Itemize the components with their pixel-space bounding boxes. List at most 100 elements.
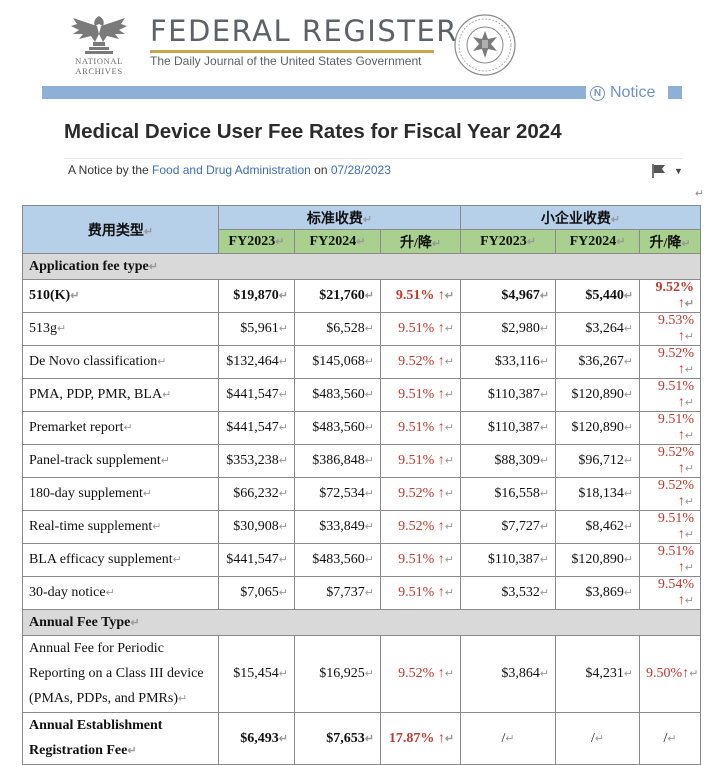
cell-sb-change: 9.52% ↑↵ bbox=[639, 345, 702, 379]
national-archives-logo: NATIONAL ARCHIVES bbox=[66, 12, 132, 76]
return-mark: ↵ bbox=[695, 188, 705, 200]
cell-sb-fy2024: $120,890↵ bbox=[555, 411, 641, 445]
cell-std-fy2023: $441,547↵ bbox=[218, 543, 295, 577]
cell-sb-change: 9.52% ↑↵ bbox=[639, 279, 702, 313]
byline-mid: on bbox=[310, 163, 331, 177]
cell-sb-change: 9.51% ↑↵ bbox=[639, 411, 702, 445]
eagle-icon bbox=[71, 16, 127, 54]
cell-std-change: 9.52% ↑↵ bbox=[379, 635, 462, 713]
cell-std-fy2024: $145,068↵ bbox=[294, 345, 381, 379]
cell-std-change: 9.51% ↑↵ bbox=[379, 279, 462, 313]
cell-sb-fy2023: $88,309↵ bbox=[460, 444, 557, 478]
archives-name-line2: ARCHIVES bbox=[75, 66, 123, 76]
cell-std-fy2023: $132,464↵ bbox=[218, 345, 295, 379]
flag-icon[interactable] bbox=[650, 163, 668, 179]
cell-sb-fy2024: /↵ bbox=[555, 712, 641, 765]
cell-sb-fy2023: $3,532↵ bbox=[460, 576, 557, 610]
document-byline: A Notice by the Food and Drug Administra… bbox=[68, 163, 391, 177]
cell-std-fy2024: $6,528↵ bbox=[294, 312, 381, 346]
std-fy2023-header: FY2023↵ bbox=[218, 229, 295, 254]
publication-date-link[interactable]: 07/28/2023 bbox=[330, 163, 391, 177]
archives-seal-icon bbox=[454, 14, 516, 76]
section-annual-fee: Annual Fee Type↵ bbox=[21, 609, 702, 636]
standard-fee-header: 标准收费↵ bbox=[217, 205, 462, 230]
cell-std-fy2024: $483,560↵ bbox=[294, 378, 381, 412]
agency-link[interactable]: Food and Drug Administration bbox=[152, 163, 311, 177]
section-application-fee: Application fee type↵ bbox=[21, 253, 702, 280]
document-title: Medical Device User Fee Rates for Fiscal… bbox=[64, 120, 562, 143]
archives-name-line1: NATIONAL bbox=[75, 56, 123, 66]
cell-sb-fy2023: $4,967↵ bbox=[460, 279, 557, 313]
cell-std-fy2023: $441,547↵ bbox=[218, 411, 295, 445]
sb-change-header: 升/降↵ bbox=[639, 229, 702, 254]
byline-prefix: A Notice by the bbox=[68, 163, 153, 177]
cell-sb-fy2024: $120,890↵ bbox=[555, 543, 641, 577]
cell-std-change: 9.52% ↑↵ bbox=[379, 345, 462, 379]
cell-sb-change: /↵ bbox=[639, 712, 702, 765]
cell-sb-change: 9.53% ↑↵ bbox=[639, 312, 702, 346]
cell-std-change: 9.51% ↑↵ bbox=[379, 444, 462, 478]
cell-sb-change: 9.52% ↑↵ bbox=[639, 477, 702, 511]
notice-badge[interactable]: N Notice bbox=[590, 84, 655, 102]
table-row-establishment: Annual Establishment Registration Fee↵ $… bbox=[22, 712, 702, 765]
title-divider bbox=[64, 158, 682, 159]
cell-sb-fy2024: $3,869↵ bbox=[555, 576, 641, 610]
cell-sb-change: 9.51% ↑↵ bbox=[639, 543, 702, 577]
share-dropdown-icon[interactable]: ▼ bbox=[674, 166, 683, 176]
cell-sb-fy2024: $120,890↵ bbox=[555, 378, 641, 412]
table-row: De Novo classification↵ $132,464↵ $145,068… bbox=[22, 345, 702, 379]
notice-band-end bbox=[668, 86, 682, 99]
cell-sb-fy2024: $18,134↵ bbox=[555, 477, 641, 511]
cell-std-change: 9.51% ↑↵ bbox=[379, 543, 462, 577]
cell-fee-name: 180-day supplement↵ bbox=[22, 477, 219, 511]
cell-std-fy2023: $7,065↵ bbox=[218, 576, 295, 610]
cell-sb-fy2023: $7,727↵ bbox=[460, 510, 557, 544]
table-row: 513g↵ $5,961↵ $6,528↵ 9.51% ↑↵ $2,980↵ $3,264… bbox=[22, 312, 702, 346]
table-row: Real-time supplement↵ $30,908↵ $33,849↵ 9.5… bbox=[22, 510, 702, 544]
cell-std-change: 9.51% ↑↵ bbox=[379, 411, 462, 445]
cell-std-fy2023: $66,232↵ bbox=[218, 477, 295, 511]
cell-sb-change: 9.51% ↑↵ bbox=[639, 510, 702, 544]
cell-sb-fy2023: $110,387↵ bbox=[460, 411, 557, 445]
cell-std-fy2024: $386,848↵ bbox=[294, 444, 381, 478]
table-row: PMA, PDP, PMR, BLA↵ $441,547↵ $483,560↵ 9.5… bbox=[22, 378, 702, 412]
cell-sb-fy2024: $5,440↵ bbox=[555, 279, 641, 313]
cell-sb-change: 9.51% ↑↵ bbox=[639, 378, 702, 412]
cell-std-fy2024: $483,560↵ bbox=[294, 411, 381, 445]
sb-fy2024-header: FY2024↵ bbox=[555, 229, 641, 254]
table-row: BLA efficacy supplement↵ $441,547↵ $483,56… bbox=[22, 543, 702, 577]
notice-label: Notice bbox=[610, 84, 656, 101]
notice-band bbox=[42, 86, 586, 99]
cell-fee-name: 510(K)↵ bbox=[22, 279, 219, 313]
cell-sb-fy2024: $3,264↵ bbox=[555, 312, 641, 346]
cell-std-fy2023: $30,908↵ bbox=[218, 510, 295, 544]
small-business-fee-header: 小企业收费↵ bbox=[460, 205, 702, 230]
cell-std-fy2024: $7,737↵ bbox=[294, 576, 381, 610]
cell-sb-fy2023: $2,980↵ bbox=[460, 312, 557, 346]
std-fy2024-header: FY2024↵ bbox=[294, 229, 381, 254]
table-row: 30-day notice↵ $7,065↵ $7,737↵ 9.51% ↑↵ $3,5… bbox=[22, 576, 702, 610]
cell-fee-name: Premarket report↵ bbox=[22, 411, 219, 445]
cell-std-change: 17.87% ↑↵ bbox=[379, 712, 462, 765]
title-underline bbox=[150, 50, 434, 53]
cell-sb-fy2024: $8,462↵ bbox=[555, 510, 641, 544]
sb-fy2023-header: FY2023↵ bbox=[460, 229, 557, 254]
federal-register-title[interactable]: FEDERAL REGISTER bbox=[150, 14, 458, 48]
cell-fee-name: BLA efficacy supplement↵ bbox=[22, 543, 219, 577]
cell-fee-name: PMA, PDP, PMR, BLA↵ bbox=[22, 378, 219, 412]
cell-std-change: 9.52% ↑↵ bbox=[379, 477, 462, 511]
cell-std-change: 9.51% ↑↵ bbox=[379, 312, 462, 346]
cell-sb-change: 9.52% ↑↵ bbox=[639, 444, 702, 478]
cell-std-fy2023: $6,493↵ bbox=[218, 712, 295, 765]
cell-fee-name: 513g↵ bbox=[22, 312, 219, 346]
table-row: 180-day supplement↵ $66,232↵ $72,534↵ 9.52%… bbox=[22, 477, 702, 511]
fee-type-header: 费用类型↵ bbox=[22, 205, 219, 254]
cell-std-fy2023: $5,961↵ bbox=[218, 312, 295, 346]
fee-rate-table: 费用类型↵ 标准收费↵ 小企业收费↵ FY2023↵ FY2024↵ 升/降↵ … bbox=[21, 205, 702, 765]
cell-sb-fy2023: $33,116↵ bbox=[460, 345, 557, 379]
table-row: 510(K)↵ $19,870↵ $21,760↵ 9.51% ↑↵ $4,967↵ $5… bbox=[22, 279, 702, 313]
cell-fee-name: Real-time supplement↵ bbox=[22, 510, 219, 544]
cell-sb-fy2023: $16,558↵ bbox=[460, 477, 557, 511]
establishment-name: Annual Establishment Registration Fee↵ bbox=[22, 712, 219, 765]
table-row: Premarket report↵ $441,547↵ $483,560↵ 9.51%… bbox=[22, 411, 702, 445]
